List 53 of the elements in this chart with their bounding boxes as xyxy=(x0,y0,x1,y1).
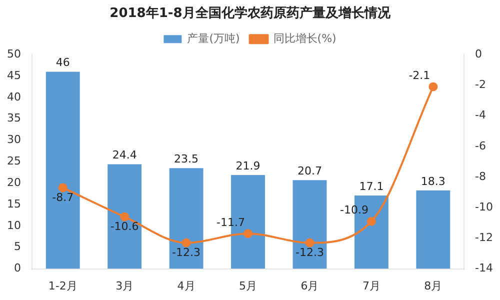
data-label: 20.7 xyxy=(297,164,322,178)
x-tick-label: 1-2月 xyxy=(48,279,78,292)
x-tick-label: 7月 xyxy=(362,279,380,292)
y-tick-label: 15 xyxy=(6,197,21,210)
x-tick-label: 6月 xyxy=(300,279,319,292)
data-label: -2.1 xyxy=(408,69,430,82)
data-label: -10.6 xyxy=(110,220,139,234)
y-tick-label: 25 xyxy=(6,154,21,168)
y2-tick-label: -10 xyxy=(475,200,493,214)
bar xyxy=(416,190,450,269)
bar xyxy=(169,168,204,269)
y-tick-label: 30 xyxy=(6,133,21,146)
bar xyxy=(292,180,327,269)
data-label: 18.3 xyxy=(420,174,446,188)
bar xyxy=(46,72,80,269)
x-tick-label: 8月 xyxy=(424,279,442,292)
legend-label: 产量(万吨) xyxy=(187,32,240,45)
data-label: -8.7 xyxy=(52,191,74,204)
x-tick-label: 3月 xyxy=(116,279,134,292)
y2-tick-label: 0 xyxy=(475,47,482,60)
x-tick-label: 5月 xyxy=(239,279,258,292)
y-tick-label: 10 xyxy=(6,218,21,232)
y-tick-label: 35 xyxy=(6,112,21,125)
y-tick-label: 20 xyxy=(6,176,21,189)
legend-label: 同比增长(%) xyxy=(273,32,336,45)
y2-tick-label: -6 xyxy=(475,139,486,152)
data-label: 17.1 xyxy=(359,180,384,193)
point xyxy=(120,212,130,222)
data-label: 21.9 xyxy=(236,159,260,172)
y-tick-label: 50 xyxy=(6,47,21,60)
y2-tick-label: -4 xyxy=(475,108,486,122)
y2-tick-label: -2 xyxy=(475,78,486,92)
data-label: 23.5 xyxy=(174,152,199,166)
chart-title: 2018年1-8月全国化学农药原药产量及增长情况 xyxy=(110,5,392,22)
y-tick-label: 0 xyxy=(14,262,21,275)
point xyxy=(366,216,376,226)
point xyxy=(244,229,253,238)
point xyxy=(305,238,314,248)
y-tick-label: 40 xyxy=(6,90,21,104)
data-label: -12.3 xyxy=(172,246,201,260)
point xyxy=(428,82,438,92)
point xyxy=(182,238,191,248)
y-tick-label: 45 xyxy=(6,68,21,82)
data-label: 24.4 xyxy=(112,148,137,162)
x-tick-label: 4月 xyxy=(177,279,196,292)
y2-tick-label: -14 xyxy=(475,262,493,275)
bar xyxy=(108,164,142,269)
data-label: -12.3 xyxy=(296,246,324,260)
y-tick-label: 5 xyxy=(14,240,21,254)
y2-tick-label: -12 xyxy=(475,231,493,244)
y2-tick-label: -8 xyxy=(475,170,486,183)
data-label: 46 xyxy=(56,56,70,70)
point xyxy=(58,183,68,192)
